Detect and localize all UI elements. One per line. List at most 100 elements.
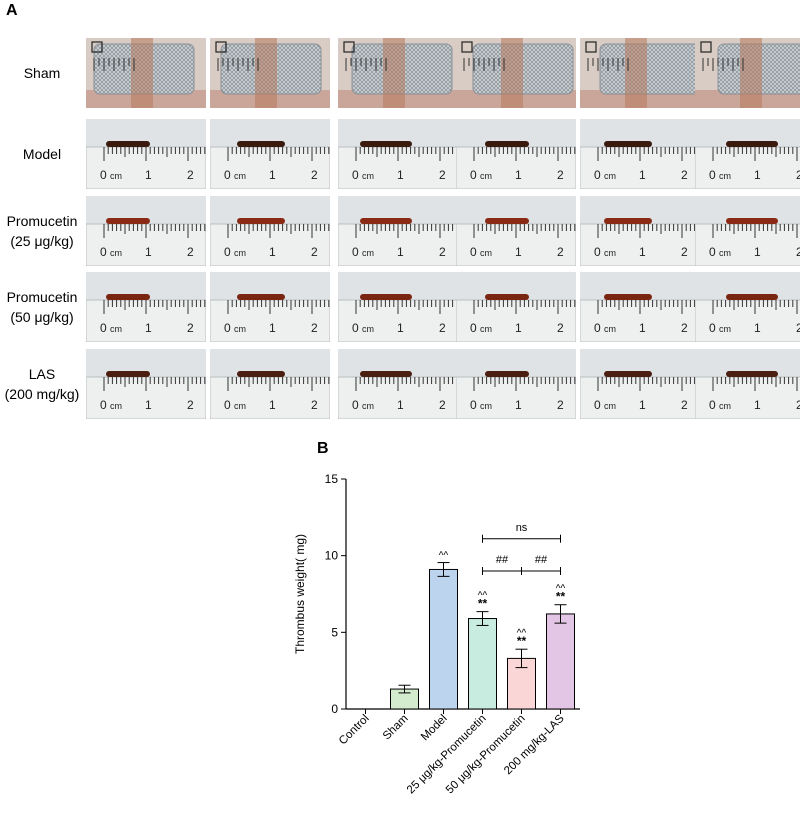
ruler-label: 2	[439, 321, 446, 335]
ruler-label: 1	[754, 245, 761, 259]
ruler-label: 1	[515, 398, 522, 412]
comparison-bracket	[482, 567, 522, 575]
error-bar	[398, 684, 411, 694]
bar	[546, 613, 575, 710]
thrombus-photo: 0 cm 1 2	[580, 349, 700, 419]
ruler-label: 0	[352, 245, 359, 259]
row-label-line: (200 mg/kg)	[4, 386, 80, 402]
ruler-label: 0	[100, 398, 107, 412]
ruler-label: 0	[470, 398, 477, 412]
thrombus-weight-bar-chart: 0 5 10 15 Thrombus weight( mg) Control Sham Mod…	[293, 472, 580, 796]
row-label: Promucetin (25 μg/kg)	[0, 211, 84, 251]
x-tick-label: Sham	[381, 713, 411, 743]
ruler-label: 2	[187, 245, 194, 259]
thrombus-photo: 0 cm 1 2	[210, 272, 330, 342]
ruler-label: 2	[796, 245, 800, 259]
thrombus-photo: 0 cm 1 2	[210, 196, 330, 266]
ruler-label: cm	[234, 324, 246, 334]
row-label-line: (25 μg/kg)	[10, 233, 74, 249]
ruler-label: cm	[110, 401, 122, 411]
ruler-label: 0	[100, 245, 107, 259]
thrombus-photo: 0 cm 1 2	[695, 196, 800, 266]
ruler-label: cm	[362, 324, 374, 334]
row-label-line: (50 μg/kg)	[10, 309, 74, 325]
ruler-label: cm	[719, 324, 731, 334]
ruler-label: 2	[311, 398, 318, 412]
x-tick-label: Control	[337, 713, 372, 748]
ruler-label: cm	[110, 324, 122, 334]
thrombus-photo: 0 cm 1 2	[86, 196, 206, 266]
sham-mesh-photo	[210, 38, 330, 108]
thrombus-photo: 0 cm 1 2	[695, 272, 800, 342]
comparison-label: ns	[516, 522, 528, 534]
ruler-label: 0	[470, 168, 477, 182]
ruler-label: 2	[439, 398, 446, 412]
ruler-label: 0	[352, 321, 359, 335]
ruler-label: 1	[754, 321, 761, 335]
ruler-label: 1	[269, 245, 276, 259]
ruler-label: 2	[796, 398, 800, 412]
sham-mesh-photo	[695, 38, 800, 108]
ruler-label: 2	[681, 245, 688, 259]
ruler-label: 1	[515, 168, 522, 182]
ruler-label: cm	[719, 401, 731, 411]
row-label: Promucetin (50 μg/kg)	[0, 287, 84, 327]
error-bar	[437, 562, 450, 577]
significance-mark: ^^	[517, 628, 527, 639]
thrombus-photo: 0 cm 1 2	[456, 349, 576, 419]
ruler-label: 1	[639, 245, 646, 259]
x-tick-label: Model	[419, 713, 450, 744]
ruler-label: 0	[224, 168, 231, 182]
row-label-line: Model	[22, 146, 62, 162]
ruler-label: cm	[604, 248, 616, 258]
bar	[468, 618, 497, 710]
y-tick-label: 10	[325, 549, 339, 563]
ruler-label: 0	[470, 321, 477, 335]
row-label: LAS (200 mg/kg)	[0, 364, 84, 404]
ruler-label: 1	[269, 321, 276, 335]
ruler-label: cm	[480, 324, 492, 334]
ruler-label: 0	[709, 245, 716, 259]
error-bar	[554, 604, 567, 624]
ruler-label: 1	[145, 321, 152, 335]
ruler-label: 2	[557, 168, 564, 182]
ruler-label: 2	[796, 321, 800, 335]
significance-mark: **	[517, 634, 527, 648]
thrombus-photo: 0 cm 1 2	[210, 349, 330, 419]
ruler-label: 2	[187, 398, 194, 412]
comparison-label: ##	[496, 554, 509, 566]
ruler-label: 1	[269, 168, 276, 182]
ruler-label: cm	[234, 248, 246, 258]
ruler-label: 1	[639, 398, 646, 412]
ruler-label: cm	[604, 324, 616, 334]
ruler-label: cm	[604, 171, 616, 181]
comparison-bracket	[482, 534, 561, 543]
ruler-label: cm	[719, 171, 731, 181]
sham-mesh-photo	[338, 38, 458, 108]
panel-a-letter: A	[6, 2, 18, 19]
ruler-label: 2	[557, 245, 564, 259]
ruler-label: 1	[515, 245, 522, 259]
ruler-label: 0	[709, 168, 716, 182]
ruler-label: 1	[754, 398, 761, 412]
thrombus-photo: 0 cm 1 2	[86, 119, 206, 189]
ruler-label: 1	[639, 168, 646, 182]
ruler-label: 0	[709, 398, 716, 412]
thrombus-photo: 0 cm 1 2	[695, 119, 800, 189]
row-label-line: LAS	[28, 366, 56, 382]
ruler-label: 2	[681, 168, 688, 182]
ruler-label: 0	[594, 398, 601, 412]
thrombus-photo: 0 cm 1 2	[86, 272, 206, 342]
thrombus-photo: 0 cm 1 2	[456, 196, 576, 266]
thrombus-photo: 0 cm 1 2	[338, 272, 458, 342]
ruler-label: 1	[397, 398, 404, 412]
significance-mark: ^^	[478, 591, 488, 602]
ruler-label: 2	[557, 398, 564, 412]
y-tick-label: 5	[331, 625, 338, 639]
thrombus-photo: 0 cm 1 2	[580, 196, 700, 266]
y-tick-label: 0	[331, 702, 338, 716]
ruler-label: 0	[470, 245, 477, 259]
thrombus-photo: 0 cm 1 2	[338, 349, 458, 419]
ruler-label: 1	[639, 321, 646, 335]
ruler-label: 0	[594, 321, 601, 335]
